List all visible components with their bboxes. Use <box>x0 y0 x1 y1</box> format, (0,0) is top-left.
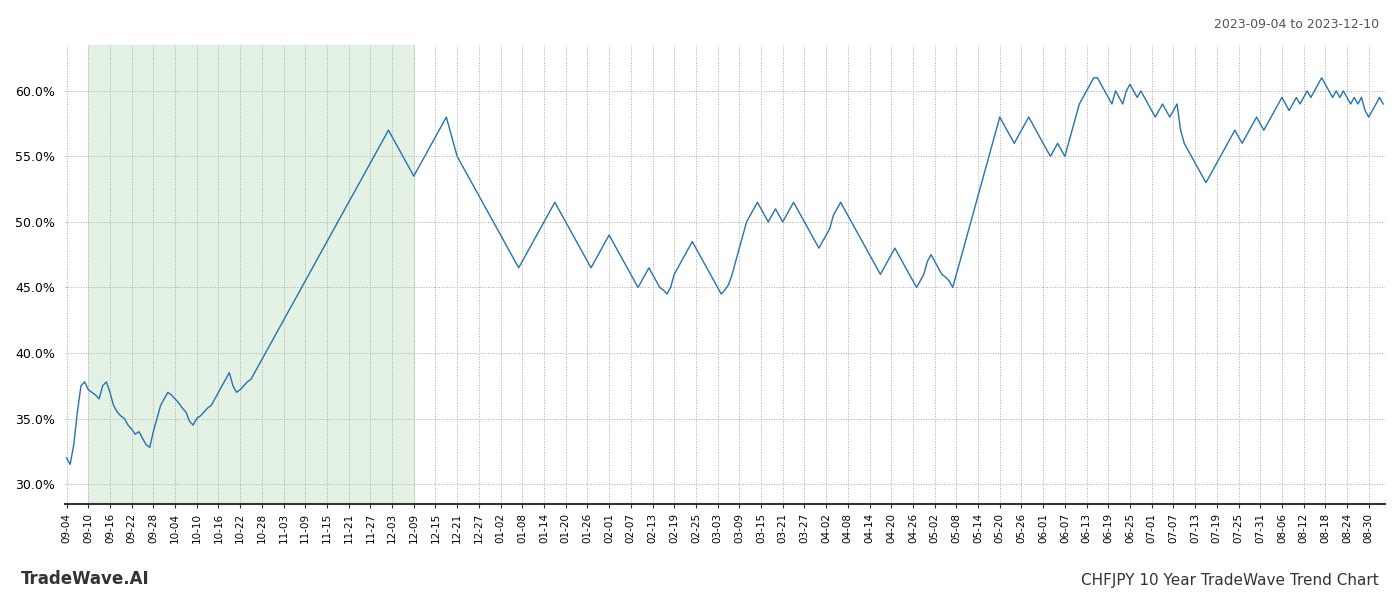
Text: CHFJPY 10 Year TradeWave Trend Chart: CHFJPY 10 Year TradeWave Trend Chart <box>1081 573 1379 588</box>
Text: 2023-09-04 to 2023-12-10: 2023-09-04 to 2023-12-10 <box>1214 18 1379 31</box>
Text: TradeWave.AI: TradeWave.AI <box>21 570 150 588</box>
Bar <box>88 45 414 504</box>
